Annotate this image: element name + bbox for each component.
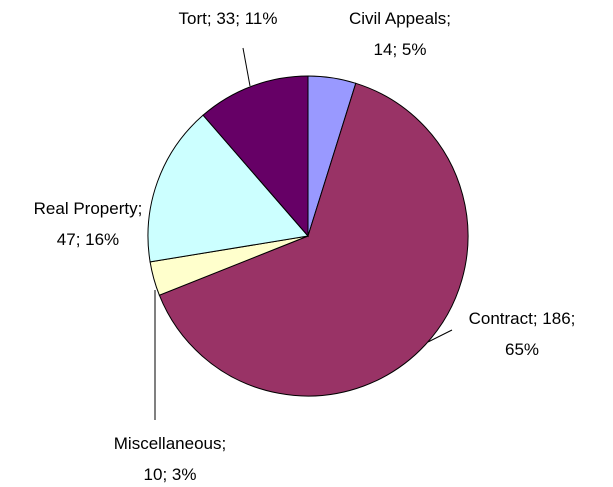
pie-slice — [147, 114, 309, 263]
data-label-line: Civil Appeals; — [349, 9, 451, 28]
leader-line — [242, 47, 251, 87]
data-label-line: Miscellaneous; — [114, 434, 226, 453]
data-label-line: 65% — [505, 340, 539, 359]
pie-slice — [202, 75, 309, 238]
data-label: Tort; 33; 11% — [179, 9, 278, 28]
data-label: Contract; 186; 65% — [469, 309, 576, 359]
data-label-line: 47; 16% — [57, 230, 119, 249]
data-labels: Civil Appeals; 14; 5% Contract; 186; 65% Mis… — [34, 9, 576, 484]
data-label: Miscellaneous; 10; 3% — [114, 434, 226, 484]
data-label: Civil Appeals; 14; 5% — [349, 9, 451, 59]
data-label-line: Contract; 186; — [469, 309, 576, 328]
data-label-line: Real Property; — [34, 199, 143, 218]
data-label: Real Property; 47; 16% — [34, 199, 143, 249]
pie — [147, 75, 469, 397]
data-label-line: 10; 3% — [144, 465, 197, 484]
data-label-line: Tort; 33; 11% — [179, 9, 278, 28]
leader-line — [427, 329, 453, 343]
pie-slice — [158, 82, 469, 397]
data-label-line: 14; 5% — [374, 40, 427, 59]
